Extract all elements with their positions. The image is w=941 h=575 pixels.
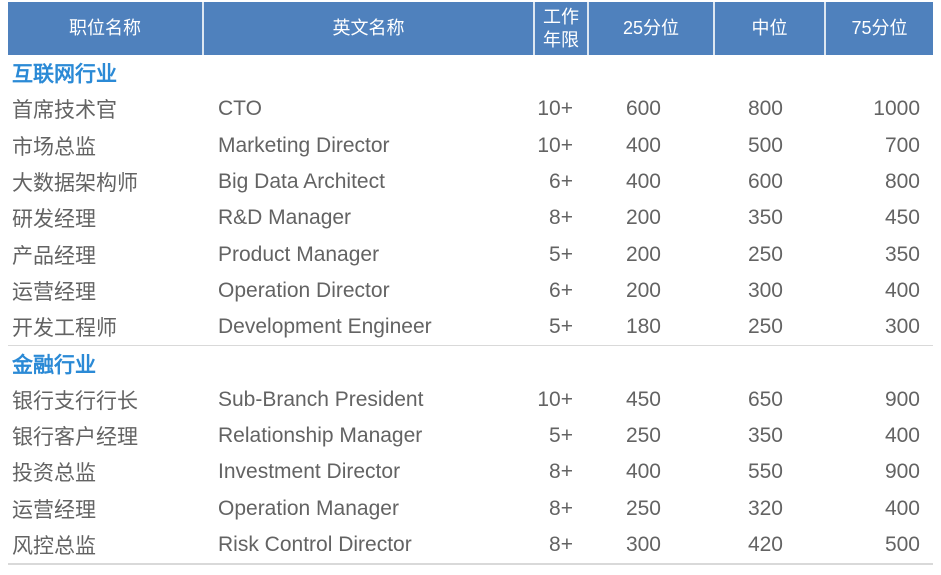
cell-p25: 450	[625, 387, 661, 411]
header-cell-position-cn: 职位名称	[69, 18, 141, 39]
table-row: 市场总监 Marketing Director 10+ 400 500 700	[8, 128, 933, 164]
table-row: 研发经理 R&D Manager 8+ 200 350 450	[8, 200, 933, 236]
cell-position-en: CTO	[218, 97, 262, 121]
cell-p75: 450	[884, 206, 920, 230]
cell-position-cn: 投资总监	[12, 462, 96, 486]
cell-p75: 400	[884, 424, 920, 448]
section-title: 金融行业	[12, 354, 96, 378]
cell-years: 10+	[537, 133, 573, 157]
table-body: 互联网行业首席技术官 CTO 10+ 600 800 1000 市场总监 Marketing …	[8, 55, 933, 566]
cell-position-cn: 市场总监	[12, 135, 96, 159]
cell-p25: 600	[625, 97, 661, 121]
cell-position-cn: 运营经理	[12, 498, 96, 522]
cell-p75: 400	[884, 496, 920, 520]
cell-median: 350	[747, 206, 783, 230]
cell-p75: 300	[884, 315, 920, 339]
table-header-row: 职位名称 英文名称 工作年限 25分位 中位 75分位	[8, 2, 933, 55]
table-row: 运营经理 Operation Manager 8+ 250 320 400	[8, 491, 933, 527]
cell-p25: 400	[625, 460, 661, 484]
cell-years: 10+	[537, 387, 573, 411]
cell-p75: 700	[884, 133, 920, 157]
cell-p75: 1000	[873, 97, 920, 121]
header-cell-p75: 75分位	[824, 2, 933, 55]
cell-years: 6+	[549, 170, 573, 194]
table-row: 开发工程师 Development Engineer 5+ 180 250 300	[8, 309, 933, 345]
cell-median: 420	[747, 533, 783, 556]
cell-p25: 400	[625, 170, 661, 194]
cell-position-en: Marketing Director	[218, 133, 390, 157]
cell-p25: 200	[625, 206, 661, 230]
table-row: 风控总监 Risk Control Director 8+ 300 420 500	[8, 527, 933, 563]
cell-position-cn: 开发工程师	[12, 317, 117, 341]
cell-p25: 250	[625, 424, 661, 448]
cell-position-en: R&D Manager	[218, 206, 352, 230]
header-cell-p25: 25分位	[587, 2, 713, 55]
cell-median: 800	[747, 97, 783, 121]
cell-position-cn: 首席技术官	[12, 99, 117, 123]
cell-p25: 200	[625, 242, 661, 266]
header-cell-years: 工作年限	[533, 2, 587, 55]
cell-years: 8+	[549, 460, 573, 484]
cell-median: 350	[747, 424, 783, 448]
section-row: 互联网行业	[8, 55, 933, 91]
cell-p25: 250	[625, 496, 661, 520]
cell-median: 550	[747, 460, 783, 484]
cell-median: 300	[747, 278, 783, 302]
cell-years: 8+	[549, 496, 573, 520]
section-title: 互联网行业	[12, 63, 117, 87]
table-row: 大数据架构师 Big Data Architect 6+ 400 600 800	[8, 164, 933, 200]
table-row: 产品经理 Product Manager 5+ 200 250 350	[8, 236, 933, 272]
cell-p75: 350	[884, 242, 920, 266]
cell-position-cn: 银行支行行长	[12, 389, 138, 413]
cell-years: 10+	[537, 97, 573, 121]
table-row: 投资总监 Investment Director 8+ 400 550 900	[8, 454, 933, 490]
cell-years: 5+	[549, 242, 573, 266]
salary-table: 职位名称 英文名称 工作年限 25分位 中位 75分位 互联网行业首席技术官 CT…	[8, 2, 933, 566]
cell-years: 8+	[549, 206, 573, 230]
cell-p75: 900	[884, 460, 920, 484]
cell-p25: 300	[625, 533, 661, 556]
cell-median: 600	[747, 170, 783, 194]
cell-median: 650	[747, 387, 783, 411]
cell-p25: 200	[625, 278, 661, 302]
cell-median: 250	[747, 315, 783, 339]
table-row: 银行支行行长 Sub-Branch President 10+ 450 650 900	[8, 382, 933, 418]
cell-position-cn: 风控总监	[12, 535, 96, 558]
cell-position-cn: 产品经理	[12, 244, 96, 268]
cell-median: 250	[747, 242, 783, 266]
header-cell-position-en: 英文名称	[202, 2, 533, 55]
cell-position-cn: 大数据架构师	[12, 172, 138, 196]
cell-years: 5+	[549, 424, 573, 448]
table-row: 首席技术官 CTO 10+ 600 800 1000	[8, 91, 933, 127]
cell-position-en: Development Engineer	[218, 315, 432, 339]
cell-position-en: Relationship Manager	[218, 424, 423, 448]
cell-p75: 800	[884, 170, 920, 194]
cell-p25: 180	[625, 315, 661, 339]
cell-median: 320	[747, 496, 783, 520]
cell-position-en: Sub-Branch President	[218, 387, 424, 411]
section-row: 金融行业	[8, 345, 933, 381]
cell-p75: 400	[884, 278, 920, 302]
cell-median: 500	[747, 133, 783, 157]
cell-position-en: Big Data Architect	[218, 170, 385, 194]
table-row: 运营经理 Operation Director 6+ 200 300 400	[8, 273, 933, 309]
cell-p75: 500	[884, 533, 920, 556]
cell-p25: 400	[625, 133, 661, 157]
cell-position-en: Product Manager	[218, 242, 380, 266]
cell-years: 5+	[549, 315, 573, 339]
cell-position-cn: 研发经理	[12, 208, 96, 232]
cell-position-en: Risk Control Director	[218, 533, 412, 556]
cell-position-en: Operation Director	[218, 278, 390, 302]
cell-years: 8+	[549, 533, 573, 556]
header-cell-median: 中位	[713, 2, 824, 55]
cell-position-cn: 运营经理	[12, 280, 96, 304]
cell-position-cn: 银行客户经理	[12, 426, 138, 450]
table-row: 银行客户经理 Relationship Manager 5+ 250 350 400	[8, 418, 933, 454]
cell-p75: 900	[884, 387, 920, 411]
cell-position-en: Investment Director	[218, 460, 401, 484]
cell-position-en: Operation Manager	[218, 496, 399, 520]
cell-years: 6+	[549, 278, 573, 302]
